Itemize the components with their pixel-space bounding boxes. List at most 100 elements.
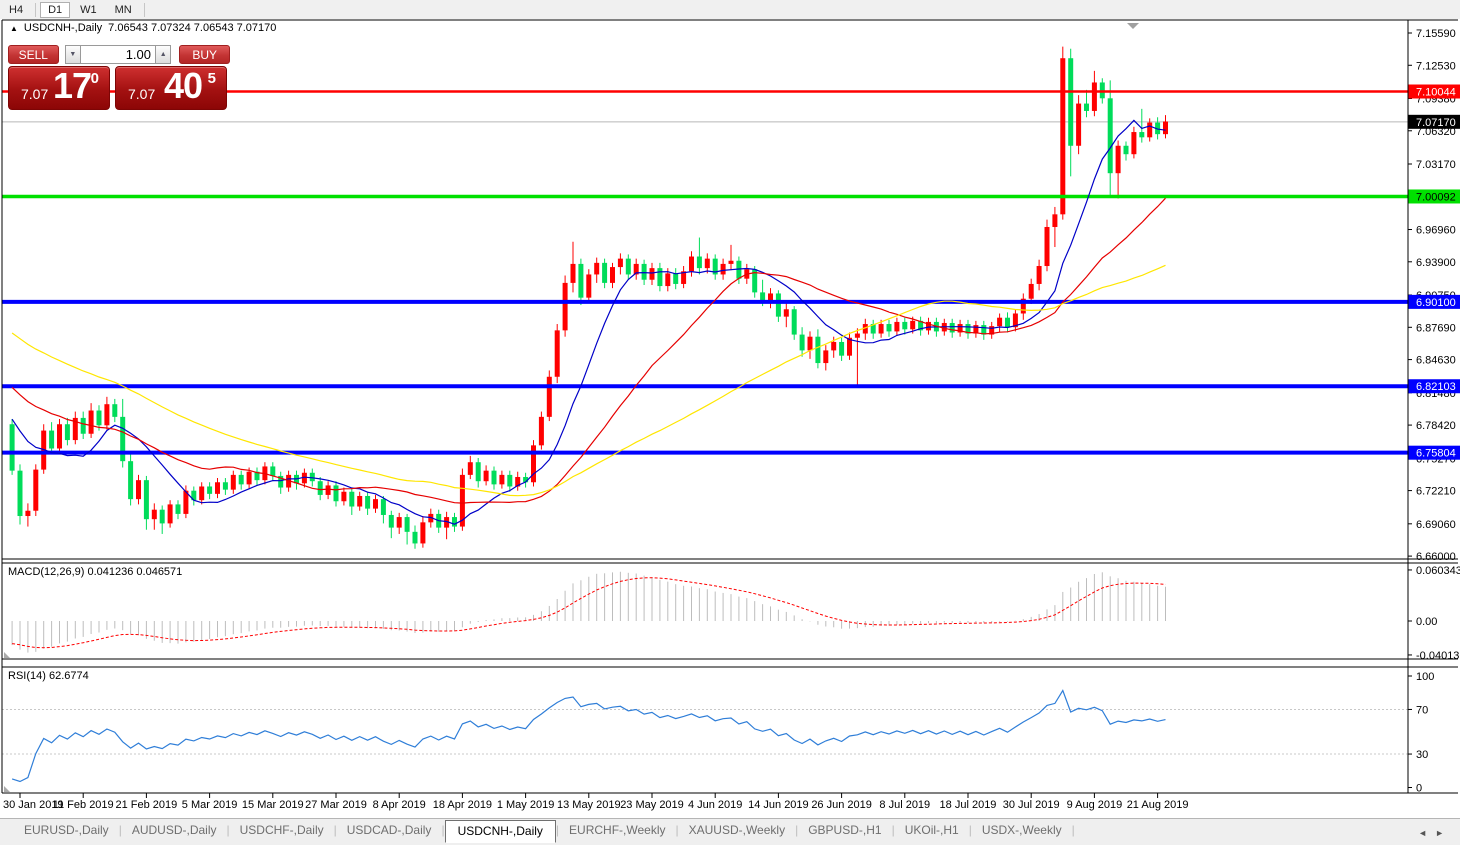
- date-axis-label: 27 Mar 2019: [305, 799, 367, 811]
- main-price-pane: [2, 46, 1408, 549]
- tab-separator: |: [555, 823, 560, 837]
- macd-axis-label: -0.040136: [1416, 650, 1460, 662]
- timeframe-button-mn[interactable]: MN: [114, 3, 132, 16]
- collapse-arrow-icon[interactable]: ▲: [10, 23, 18, 33]
- date-axis-label: 18 Jul 2019: [940, 799, 997, 811]
- chart-symbol-label: USDCNH-,Daily: [23, 22, 103, 34]
- tab-separator: |: [441, 823, 445, 837]
- toolbar-separator: [143, 2, 145, 17]
- tab-separator: |: [675, 823, 679, 837]
- price-axis-label: 7.12530: [1416, 60, 1456, 72]
- horizontal-level-lines[interactable]: [2, 90, 1408, 455]
- price-axis-label: 6.72210: [1416, 486, 1456, 498]
- price-axis[interactable]: 7.155907.125307.093807.063207.031706.969…: [1408, 28, 1460, 795]
- timeframe-button-w1[interactable]: W1: [80, 3, 97, 16]
- price-axis-label: 7.15590: [1416, 28, 1456, 40]
- tab-separator: |: [226, 823, 230, 837]
- pane-borders: [1, 19, 1458, 794]
- sell-price-tile[interactable]: 7.07 17 0: [8, 65, 110, 110]
- chart-background: [0, 19, 1460, 818]
- sell-button[interactable]: SELL: [8, 45, 59, 64]
- timeframe-toolbar: H4 D1 W1 MN: [0, 0, 1460, 19]
- buy-price-tile[interactable]: 7.07 40 5: [115, 65, 227, 110]
- rsi-pane-resize-grip[interactable]: [4, 786, 10, 792]
- one-click-trading-panel: SELL ▼ ▲ BUY 7.07 17 0 7.07 40 5: [8, 45, 230, 110]
- rsi-line: [11, 689, 1166, 783]
- sell-price-prefix: 7.07: [21, 86, 49, 102]
- price-marker-label: 6.75804: [1416, 448, 1456, 460]
- date-axis-label: 1 May 2019: [497, 799, 554, 811]
- tab-separator: |: [118, 823, 122, 837]
- price-marker-label: 6.90100: [1416, 297, 1456, 309]
- tab-separator: |: [333, 823, 337, 837]
- tab-separator: |: [968, 823, 972, 837]
- date-axis-label: 9 Aug 2019: [1067, 799, 1123, 811]
- tab-eurusd-daily[interactable]: EURUSD-,Daily: [24, 823, 109, 837]
- date-axis-label: 8 Apr 2019: [373, 799, 426, 811]
- date-axis-label: 21 Feb 2019: [116, 799, 178, 811]
- tab-gbpusd-h1[interactable]: GBPUSD-,H1: [808, 823, 882, 837]
- price-axis-label: 6.66000: [1416, 551, 1456, 563]
- date-axis-label: 30 Jul 2019: [1003, 799, 1060, 811]
- buy-price-prefix: 7.07: [128, 86, 156, 102]
- moving-average-10: [11, 119, 1166, 525]
- tab-eurchf-weekly[interactable]: EURCHF-,Weekly: [569, 823, 666, 837]
- macd-pane-resize-grip[interactable]: [4, 652, 10, 658]
- rsi-axis-label: 100: [1416, 671, 1434, 683]
- buy-price-pip: 5: [207, 70, 216, 87]
- macd-indicator-label: MACD(12,26,9) 0.041236 0.046571: [8, 566, 183, 578]
- symbol-tab-bar: EURUSD-,Daily | AUDUSD-,Daily | USDCHF-,Dail…: [0, 818, 1460, 845]
- date-axis-label: 15 Mar 2019: [242, 799, 304, 811]
- macd-axis-label: 0.00: [1416, 616, 1437, 628]
- date-axis-label: 13 May 2019: [557, 799, 621, 811]
- tab-separator: |: [891, 823, 895, 837]
- timeframe-button-h4[interactable]: H4: [9, 3, 24, 16]
- chart-ohlc-values: 7.06543 7.07324 7.06543 7.07170: [108, 22, 277, 34]
- price-axis-label: 6.78420: [1416, 420, 1456, 432]
- date-axis-label: 23 May 2019: [620, 799, 684, 811]
- tab-usdchf-daily[interactable]: USDCHF-,Daily: [239, 823, 324, 837]
- sell-price-pip: 0: [90, 70, 99, 87]
- macd-pane: [11, 571, 1166, 653]
- price-marker-label: 7.00092: [1416, 191, 1456, 203]
- date-axis-label: 21 Aug 2019: [1127, 799, 1189, 811]
- moving-average-50: [11, 264, 1166, 497]
- price-axis-label: 6.93900: [1416, 257, 1456, 269]
- tab-audusd-daily[interactable]: AUDUSD-,Daily: [131, 823, 217, 837]
- tab-scroll-arrows[interactable]: ◄►: [1418, 828, 1452, 838]
- tab-usdx-weekly[interactable]: USDX-,Weekly: [981, 823, 1062, 837]
- volume-input[interactable]: [81, 45, 155, 64]
- volume-decrease-button[interactable]: ▼: [64, 45, 81, 64]
- toolbar-separator: [35, 2, 37, 17]
- date-axis-label: 5 Mar 2019: [182, 799, 238, 811]
- buy-button[interactable]: BUY: [179, 45, 230, 64]
- rsi-axis-label: 70: [1416, 704, 1428, 716]
- rsi-axis-label: 0: [1416, 783, 1422, 795]
- date-axis-label: 11 Feb 2019: [53, 799, 114, 811]
- price-marker-label: 7.10044: [1416, 87, 1456, 99]
- tab-usdcnh-daily[interactable]: USDCNH-,Daily: [444, 820, 556, 843]
- price-marker-label: 6.82103: [1416, 381, 1456, 393]
- moving-average-25: [11, 197, 1166, 504]
- candlesticks: [9, 46, 1168, 549]
- rsi-indicator-label: RSI(14) 62.6774: [8, 670, 89, 682]
- sell-price-main: 17: [53, 65, 92, 106]
- rsi-axis-label: 30: [1416, 749, 1428, 761]
- date-axis-label: 14 Jun 2019: [748, 799, 809, 811]
- price-axis-label: 6.69060: [1416, 519, 1456, 531]
- tab-separator: |: [795, 823, 799, 837]
- chart-title: ▲ USDCNH-,Daily 7.06543 7.07324 7.06543 …: [10, 22, 276, 34]
- tab-ukoil-h1[interactable]: UKOil-,H1: [904, 823, 959, 837]
- tab-xauusd-weekly[interactable]: XAUUSD-,Weekly: [688, 823, 786, 837]
- price-axis-label: 7.03170: [1416, 159, 1456, 171]
- chart-shift-triangle-icon[interactable]: [1127, 23, 1139, 29]
- price-axis-label: 6.87690: [1416, 322, 1456, 334]
- timeframe-button-d1[interactable]: D1: [40, 1, 71, 18]
- buy-price-main: 40: [164, 65, 203, 106]
- tab-usdcad-daily[interactable]: USDCAD-,Daily: [346, 823, 432, 837]
- date-axis-label: 30 Jan 2019: [3, 799, 64, 811]
- volume-increase-button[interactable]: ▲: [155, 45, 172, 64]
- rsi-pane: [2, 689, 1408, 783]
